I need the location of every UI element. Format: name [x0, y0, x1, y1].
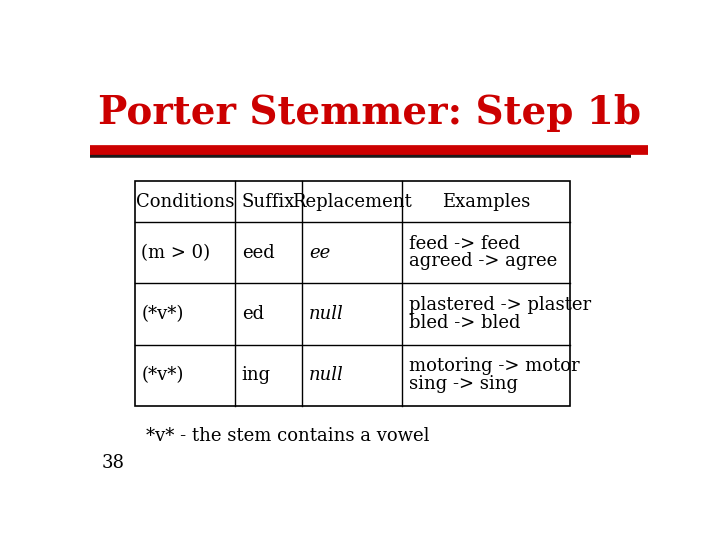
Text: (*v*): (*v*): [141, 366, 184, 384]
Text: agreed -> agree: agreed -> agree: [409, 252, 557, 271]
Text: null: null: [309, 366, 343, 384]
Text: Replacement: Replacement: [292, 193, 412, 211]
Text: (*v*): (*v*): [141, 305, 184, 323]
Text: 38: 38: [101, 454, 124, 472]
Text: Conditions: Conditions: [135, 193, 234, 211]
Text: ing: ing: [242, 366, 271, 384]
Bar: [135, 181, 570, 406]
Text: ed: ed: [242, 305, 264, 323]
Text: plastered -> plaster: plastered -> plaster: [409, 296, 591, 314]
Text: null: null: [309, 305, 343, 323]
Text: *v* - the stem contains a vowel: *v* - the stem contains a vowel: [145, 427, 429, 444]
Text: eed: eed: [242, 244, 274, 262]
Text: (m > 0): (m > 0): [141, 244, 210, 262]
Text: ee: ee: [309, 244, 330, 262]
Text: Porter Stemmer: Step 1b: Porter Stemmer: Step 1b: [97, 94, 641, 132]
Text: sing -> sing: sing -> sing: [409, 375, 518, 393]
Text: feed -> feed: feed -> feed: [409, 235, 521, 253]
Text: Examples: Examples: [442, 193, 531, 211]
Text: motoring -> motor: motoring -> motor: [409, 357, 580, 375]
Text: bled -> bled: bled -> bled: [409, 314, 521, 332]
Text: Suffix: Suffix: [242, 193, 295, 211]
